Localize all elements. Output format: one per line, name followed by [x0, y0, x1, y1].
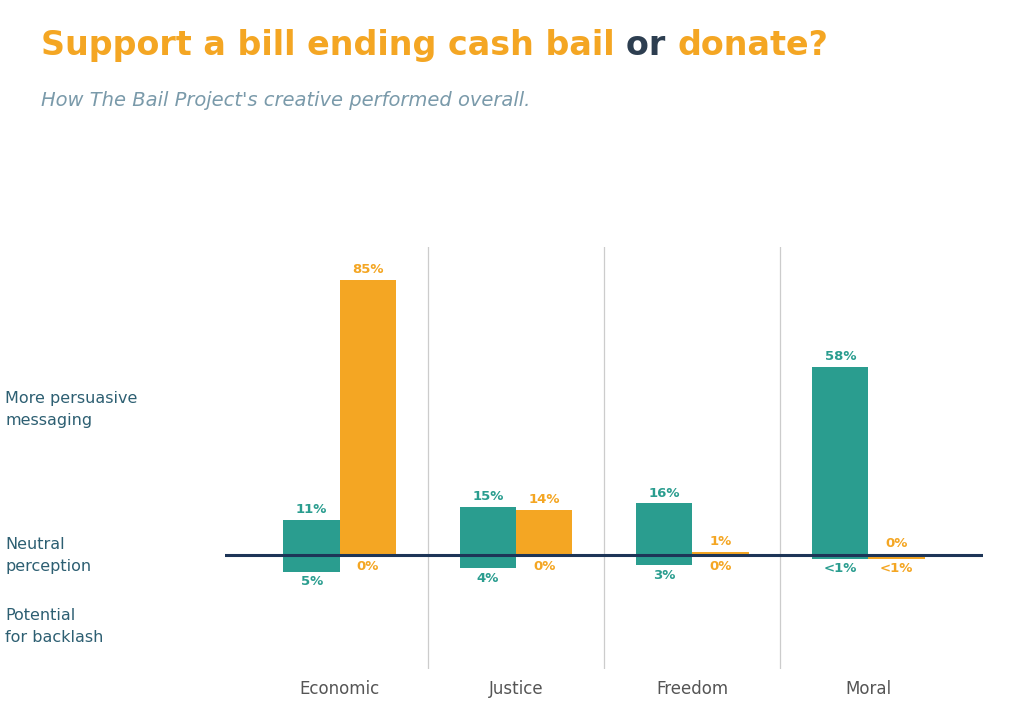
Text: How The Bail Project's creative performed overall.: How The Bail Project's creative performe… [41, 91, 530, 110]
Text: 14%: 14% [528, 493, 560, 506]
Bar [812, 555, 868, 558]
Bar [340, 280, 396, 555]
Text: 4%: 4% [476, 572, 499, 585]
Bar [460, 507, 516, 555]
Bar [284, 555, 340, 571]
Text: Potential
for backlash: Potential for backlash [5, 608, 103, 646]
Text: 0%: 0% [710, 561, 732, 573]
Text: Support a bill ending cash bail: Support a bill ending cash bail [41, 29, 627, 62]
Bar [636, 503, 692, 555]
Text: <1%: <1% [880, 563, 913, 576]
Text: 58%: 58% [824, 350, 856, 364]
Text: 1%: 1% [710, 535, 731, 548]
Text: 15%: 15% [472, 490, 504, 503]
Bar [812, 367, 868, 555]
Bar [692, 552, 749, 555]
Text: 16%: 16% [648, 486, 680, 499]
Text: More persuasive
messaging: More persuasive messaging [5, 390, 137, 428]
Text: 0%: 0% [886, 537, 908, 550]
Text: Neutral
perception: Neutral perception [5, 537, 91, 574]
Bar [516, 510, 572, 555]
Text: 5%: 5% [300, 576, 323, 588]
Text: 3%: 3% [653, 569, 675, 582]
Text: or: or [627, 29, 677, 62]
Text: donate?: donate? [677, 29, 828, 62]
Text: <1%: <1% [823, 563, 857, 576]
Bar [868, 555, 925, 558]
Text: 0%: 0% [356, 561, 379, 573]
Bar [460, 555, 516, 569]
Bar [636, 555, 692, 565]
Text: 0%: 0% [534, 561, 555, 573]
Text: 85%: 85% [352, 262, 384, 276]
Bar [284, 520, 340, 555]
Text: 11%: 11% [296, 503, 328, 515]
